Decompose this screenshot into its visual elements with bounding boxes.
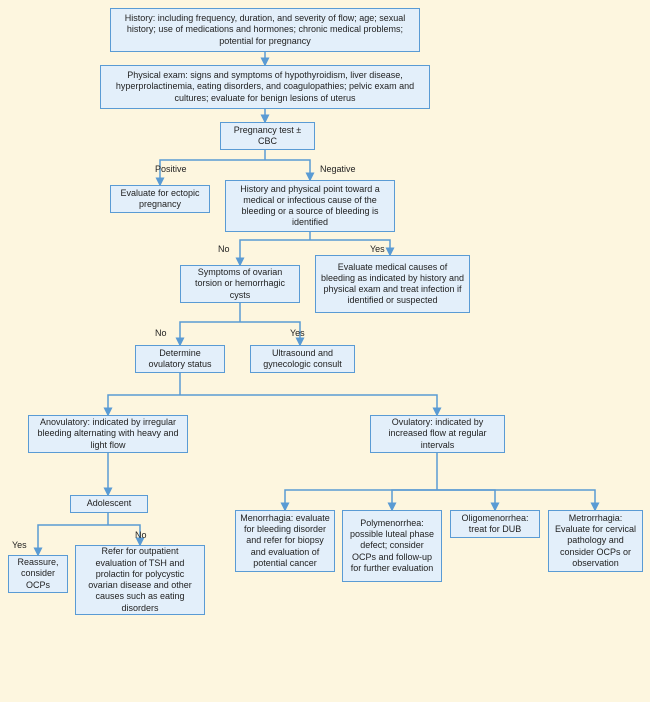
node-pregtest: Pregnancy test ± CBC bbox=[220, 122, 315, 150]
edge bbox=[285, 490, 437, 510]
node-medcauses: Evaluate medical causes of bleeding as i… bbox=[315, 255, 470, 313]
edge-label: Yes bbox=[12, 540, 27, 550]
node-hpcause: History and physical point toward a medi… bbox=[225, 180, 395, 232]
edge bbox=[437, 490, 495, 510]
node-torsion: Symptoms of ovarian torsion or hemorrhag… bbox=[180, 265, 300, 303]
node-menorr: Menorrhagia: evaluate for bleeding disor… bbox=[235, 510, 335, 572]
edge-label: Positive bbox=[155, 164, 187, 174]
edge-label: Negative bbox=[320, 164, 356, 174]
node-anov: Anovulatory: indicated by irregular blee… bbox=[28, 415, 188, 453]
node-history: History: including frequency, duration, … bbox=[110, 8, 420, 52]
node-oligo: Oligomenorrhea: treat for DUB bbox=[450, 510, 540, 538]
node-ovstatus: Determine ovulatory status bbox=[135, 345, 225, 373]
edge bbox=[240, 240, 310, 265]
edge bbox=[180, 322, 240, 345]
edge-label: Yes bbox=[290, 328, 305, 338]
edge bbox=[437, 490, 595, 510]
node-ovul: Ovulatory: indicated by increased flow a… bbox=[370, 415, 505, 453]
edge-label: No bbox=[155, 328, 167, 338]
edge bbox=[392, 490, 437, 510]
edge-label: No bbox=[218, 244, 230, 254]
node-polymen: Polymenorrhea: possible luteal phase def… bbox=[342, 510, 442, 582]
edge-label: No bbox=[135, 530, 147, 540]
node-adol: Adolescent bbox=[70, 495, 148, 513]
node-usconsult: Ultrasound and gynecologic consult bbox=[250, 345, 355, 373]
node-physexam: Physical exam: signs and symptoms of hyp… bbox=[100, 65, 430, 109]
node-ectopic: Evaluate for ectopic pregnancy bbox=[110, 185, 210, 213]
edge bbox=[180, 395, 437, 415]
node-reassure: Reassure, consider OCPs bbox=[8, 555, 68, 593]
edge bbox=[108, 395, 180, 415]
edge bbox=[265, 160, 310, 180]
node-metro: Metrorrhagia: Evaluate for cervical path… bbox=[548, 510, 643, 572]
edge-label: Yes bbox=[370, 244, 385, 254]
node-referout: Refer for outpatient evaluation of TSH a… bbox=[75, 545, 205, 615]
